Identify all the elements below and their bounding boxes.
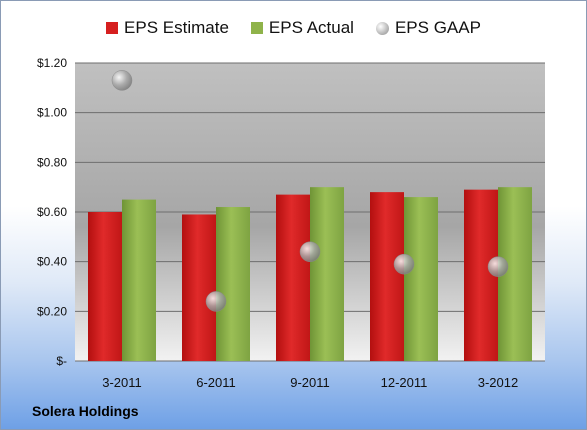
y-tick-label: $-: [56, 354, 67, 368]
bar-eps-estimate: [88, 212, 122, 361]
x-tick-label: 12-2011: [381, 375, 428, 390]
x-tick-label: 6-2011: [196, 375, 236, 390]
point-eps-gaap: [299, 241, 321, 262]
x-tick-label: 9-2011: [290, 375, 330, 390]
legend-swatch-eps-actual: [250, 22, 263, 34]
y-tick-label: $0.60: [37, 205, 67, 219]
bar-eps-estimate: [464, 189, 498, 361]
y-tick-label: $0.20: [37, 304, 67, 318]
legend-swatch-eps-estimate: [106, 22, 119, 34]
legend-item-eps-gaap: EPS GAAP: [375, 18, 481, 38]
company-name: Solera Holdings: [32, 403, 139, 419]
legend-swatch-eps-gaap: [375, 21, 389, 35]
bar-eps-actual: [310, 187, 344, 361]
point-eps-gaap: [111, 70, 133, 91]
legend-item-eps-estimate: EPS Estimate: [106, 18, 229, 38]
bar-eps-actual: [122, 199, 156, 361]
y-tick-label: $1.00: [37, 106, 67, 120]
legend: EPS Estimate EPS Actual EPS GAAP: [1, 18, 586, 38]
bar-eps-actual: [404, 197, 438, 361]
x-tick-label: 3-2011: [102, 375, 142, 390]
bar-eps-estimate: [370, 192, 404, 361]
point-eps-gaap: [205, 291, 227, 312]
y-tick-label: $0.80: [37, 155, 67, 169]
point-eps-gaap: [487, 256, 509, 277]
y-tick-label: $1.20: [37, 56, 67, 70]
point-eps-gaap: [393, 253, 415, 275]
bar-eps-estimate: [182, 214, 216, 361]
legend-label-eps-actual: EPS Actual: [268, 18, 354, 37]
legend-label-eps-estimate: EPS Estimate: [124, 18, 229, 37]
bar-eps-estimate: [276, 194, 310, 361]
legend-label-eps-gaap: EPS GAAP: [394, 18, 481, 37]
legend-item-eps-actual: EPS Actual: [250, 18, 354, 38]
bar-eps-actual: [216, 207, 250, 361]
x-tick-label: 3-2012: [478, 375, 518, 390]
y-tick-label: $0.40: [37, 255, 67, 269]
